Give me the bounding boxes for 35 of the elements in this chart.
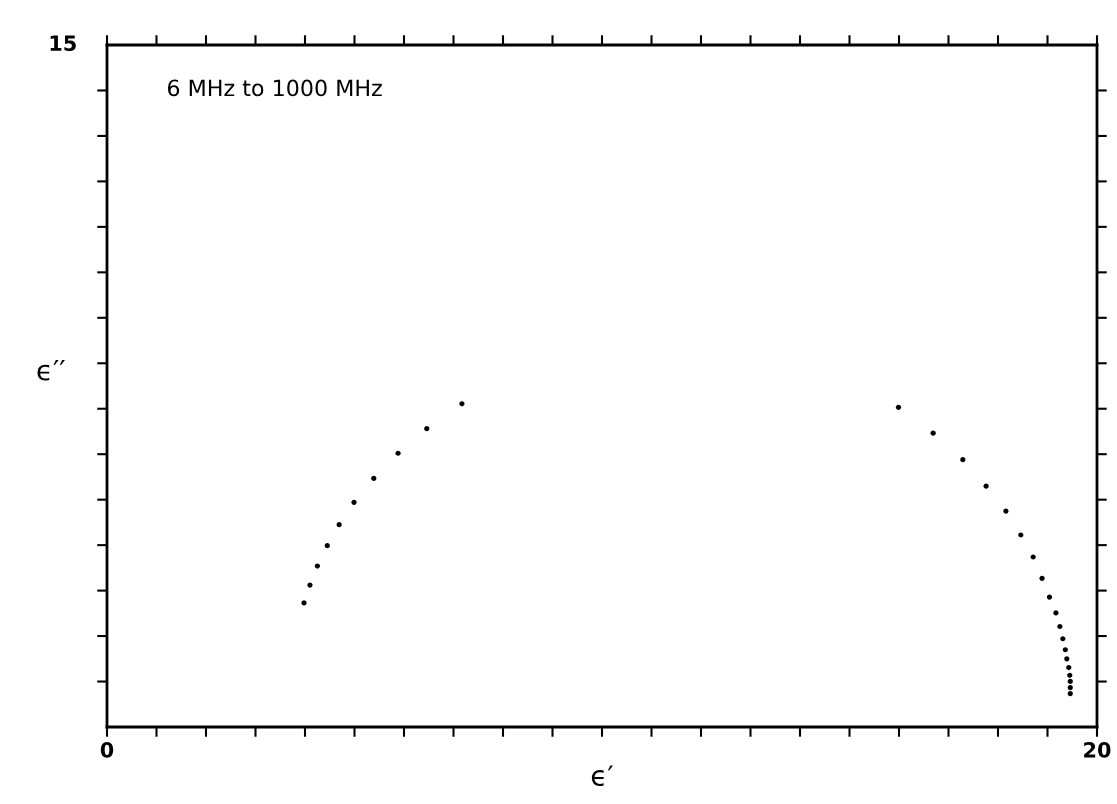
point [324, 543, 330, 549]
point [960, 457, 966, 463]
text: 6 MHz to 1000 MHz [167, 79, 382, 97]
point [1066, 664, 1072, 671]
point [895, 404, 902, 410]
text: 15 [50, 35, 76, 52]
point [1053, 610, 1059, 616]
point [424, 426, 430, 432]
point [336, 522, 342, 528]
point [395, 450, 401, 456]
x-axis-title: ϵ′ [591, 765, 614, 787]
point [459, 401, 465, 407]
y-axis-title: ϵ′′ [37, 359, 65, 381]
point [930, 430, 936, 436]
point [1067, 672, 1073, 678]
point [1064, 656, 1070, 662]
point [1057, 623, 1063, 630]
point [1039, 575, 1045, 581]
point [1018, 532, 1024, 538]
point [1046, 594, 1053, 600]
point [1067, 678, 1073, 685]
point [983, 483, 989, 489]
point [1067, 684, 1073, 691]
point [307, 582, 313, 588]
point [1062, 647, 1068, 653]
x-tick-label: 0 [100, 741, 114, 758]
point [351, 499, 357, 505]
point [301, 600, 307, 606]
point [1060, 636, 1066, 642]
point [1030, 554, 1036, 560]
point [1003, 508, 1009, 514]
point [371, 475, 377, 482]
x-tick-label: 20 [1084, 741, 1111, 758]
point [314, 563, 320, 569]
point [1067, 691, 1073, 697]
